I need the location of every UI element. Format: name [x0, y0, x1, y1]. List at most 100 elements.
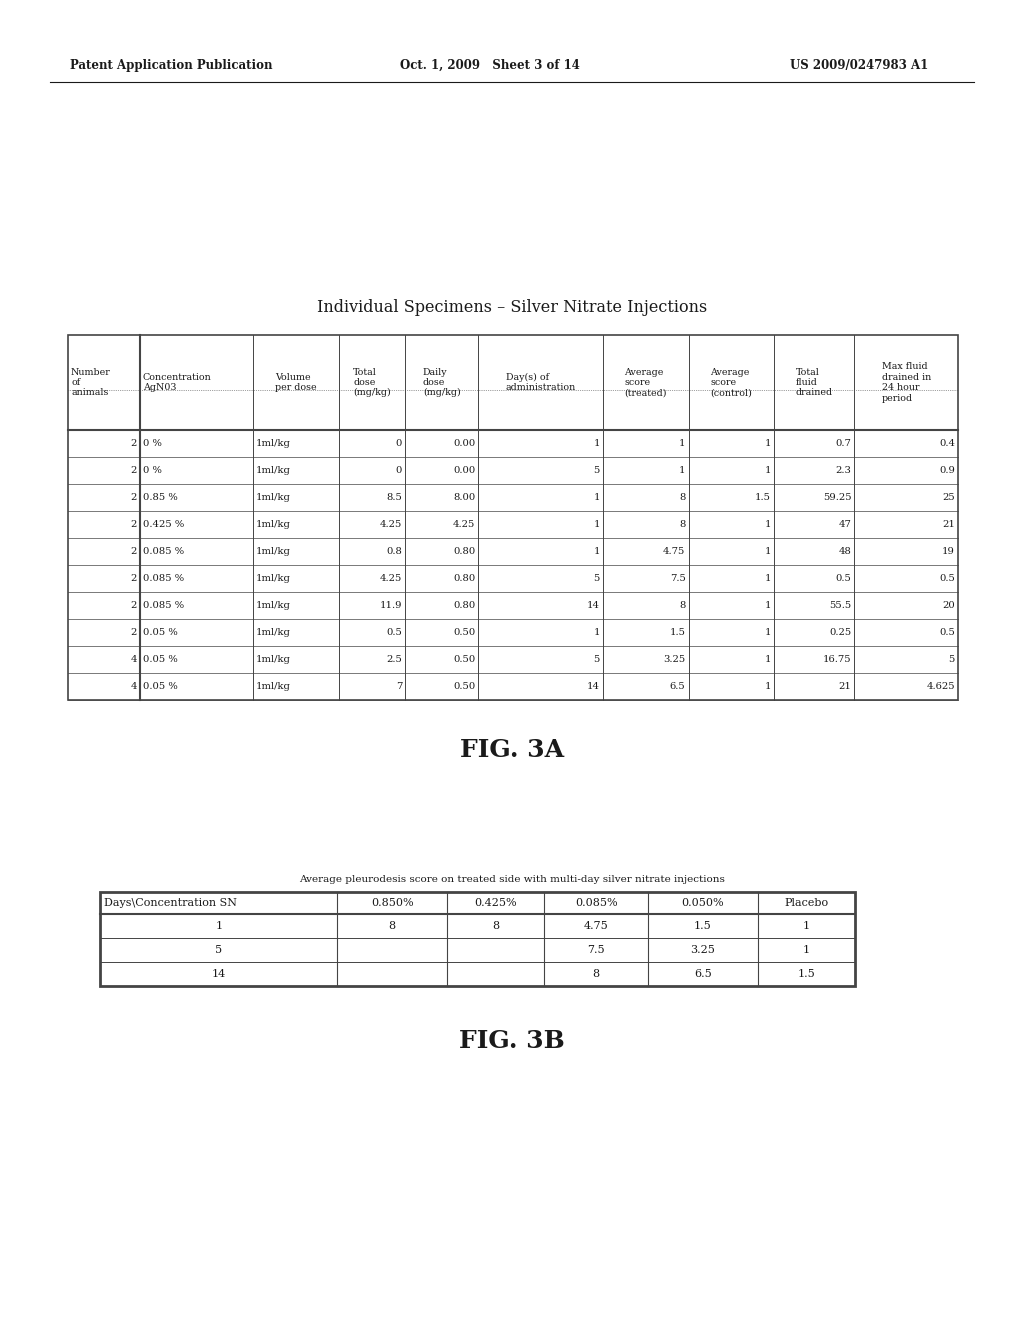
Text: 8.00: 8.00	[454, 492, 475, 502]
Text: 6.5: 6.5	[670, 682, 685, 690]
Text: 0.7: 0.7	[836, 440, 851, 447]
Text: 1.5: 1.5	[755, 492, 771, 502]
Text: 20: 20	[942, 601, 955, 610]
Text: 4.25: 4.25	[453, 520, 475, 529]
Text: 1: 1	[765, 574, 771, 583]
Text: 0.50: 0.50	[454, 655, 475, 664]
Text: 8: 8	[679, 520, 685, 529]
Text: Max fluid
drained in
24 hour
period: Max fluid drained in 24 hour period	[882, 363, 931, 403]
Text: 8: 8	[679, 492, 685, 502]
Text: Average
score
(treated): Average score (treated)	[625, 367, 667, 397]
Text: 1ml/kg: 1ml/kg	[256, 655, 291, 664]
Text: Number
of
animals: Number of animals	[71, 367, 111, 397]
Text: 4: 4	[130, 682, 137, 690]
Text: 0 %: 0 %	[143, 466, 162, 475]
Text: 1.5: 1.5	[798, 969, 815, 979]
Text: 3.25: 3.25	[690, 945, 715, 954]
Text: 1: 1	[765, 682, 771, 690]
Text: 0.085 %: 0.085 %	[143, 574, 184, 583]
Text: 5: 5	[948, 655, 955, 664]
Text: 8.5: 8.5	[386, 492, 402, 502]
Text: 47: 47	[839, 520, 851, 529]
Text: 8: 8	[389, 921, 396, 931]
Text: 0.8: 0.8	[386, 546, 402, 556]
Text: 1: 1	[765, 466, 771, 475]
Text: 5: 5	[215, 945, 222, 954]
Text: 2.5: 2.5	[386, 655, 402, 664]
Text: 8: 8	[679, 601, 685, 610]
Text: 4.25: 4.25	[380, 520, 402, 529]
Bar	[68, 335, 958, 700]
Text: 0.05 %: 0.05 %	[143, 628, 177, 638]
Text: 0.25: 0.25	[829, 628, 851, 638]
Text: 8: 8	[493, 921, 500, 931]
Text: 0.50: 0.50	[454, 682, 475, 690]
Text: 4.75: 4.75	[664, 546, 685, 556]
Text: 5: 5	[594, 574, 600, 583]
Text: 1: 1	[593, 546, 600, 556]
Text: 1: 1	[593, 628, 600, 638]
Text: 1: 1	[765, 520, 771, 529]
Text: Average pleurodesis score on treated side with multi-day silver nitrate injectio: Average pleurodesis score on treated sid…	[299, 875, 725, 884]
Text: Day(s) of
administration: Day(s) of administration	[506, 372, 575, 392]
Text: 1: 1	[593, 440, 600, 447]
Text: 1: 1	[765, 546, 771, 556]
Text: 3.25: 3.25	[664, 655, 685, 664]
Text: Average
score
(control): Average score (control)	[711, 367, 753, 397]
Text: FIG. 3A: FIG. 3A	[460, 738, 564, 762]
Text: 0.05 %: 0.05 %	[143, 682, 177, 690]
Text: 1.5: 1.5	[694, 921, 712, 931]
Text: 1: 1	[803, 921, 810, 931]
Text: 0.5: 0.5	[386, 628, 402, 638]
Text: 1.5: 1.5	[670, 628, 685, 638]
Text: 0.085%: 0.085%	[574, 898, 617, 908]
Text: 2: 2	[130, 574, 137, 583]
Text: 14: 14	[587, 601, 600, 610]
Text: 7.5: 7.5	[588, 945, 605, 954]
Text: 11.9: 11.9	[380, 601, 402, 610]
Text: 21: 21	[839, 682, 851, 690]
Text: Days\Concentration SN: Days\Concentration SN	[104, 898, 237, 908]
Text: 0: 0	[396, 466, 402, 475]
Text: 1: 1	[679, 466, 685, 475]
Text: 2: 2	[130, 492, 137, 502]
Text: 2: 2	[130, 466, 137, 475]
Text: 0.80: 0.80	[454, 546, 475, 556]
Text: 2: 2	[130, 440, 137, 447]
Text: 1: 1	[765, 628, 771, 638]
Text: 0.9: 0.9	[939, 466, 955, 475]
Text: 21: 21	[942, 520, 955, 529]
Text: Volume
per dose: Volume per dose	[275, 372, 316, 392]
Text: 5: 5	[594, 655, 600, 664]
Text: Placebo: Placebo	[784, 898, 828, 908]
Text: 2.3: 2.3	[836, 466, 851, 475]
Text: 2: 2	[130, 601, 137, 610]
Text: 6.5: 6.5	[694, 969, 712, 979]
Text: 1ml/kg: 1ml/kg	[256, 440, 291, 447]
Text: 0.425 %: 0.425 %	[143, 520, 184, 529]
Text: 0.05 %: 0.05 %	[143, 655, 177, 664]
Text: 1ml/kg: 1ml/kg	[256, 682, 291, 690]
Text: 0.850%: 0.850%	[371, 898, 414, 908]
Text: 0.00: 0.00	[454, 466, 475, 475]
Text: 1: 1	[593, 520, 600, 529]
Text: 1: 1	[765, 601, 771, 610]
Bar	[100, 892, 855, 986]
Text: 14: 14	[212, 969, 226, 979]
Text: 8: 8	[593, 969, 600, 979]
Text: 0.085 %: 0.085 %	[143, 546, 184, 556]
Text: 4: 4	[130, 655, 137, 664]
Text: 25: 25	[942, 492, 955, 502]
Text: 4.25: 4.25	[380, 574, 402, 583]
Text: 1: 1	[803, 945, 810, 954]
Text: US 2009/0247983 A1: US 2009/0247983 A1	[790, 58, 928, 71]
Text: 4.75: 4.75	[584, 921, 608, 931]
Text: FIG. 3B: FIG. 3B	[459, 1030, 565, 1053]
Text: 0 %: 0 %	[143, 440, 162, 447]
Text: 16.75: 16.75	[822, 655, 851, 664]
Text: 1: 1	[593, 492, 600, 502]
Text: 0: 0	[396, 440, 402, 447]
Text: 1: 1	[215, 921, 222, 931]
Text: Oct. 1, 2009   Sheet 3 of 14: Oct. 1, 2009 Sheet 3 of 14	[400, 58, 580, 71]
Text: 0.085 %: 0.085 %	[143, 601, 184, 610]
